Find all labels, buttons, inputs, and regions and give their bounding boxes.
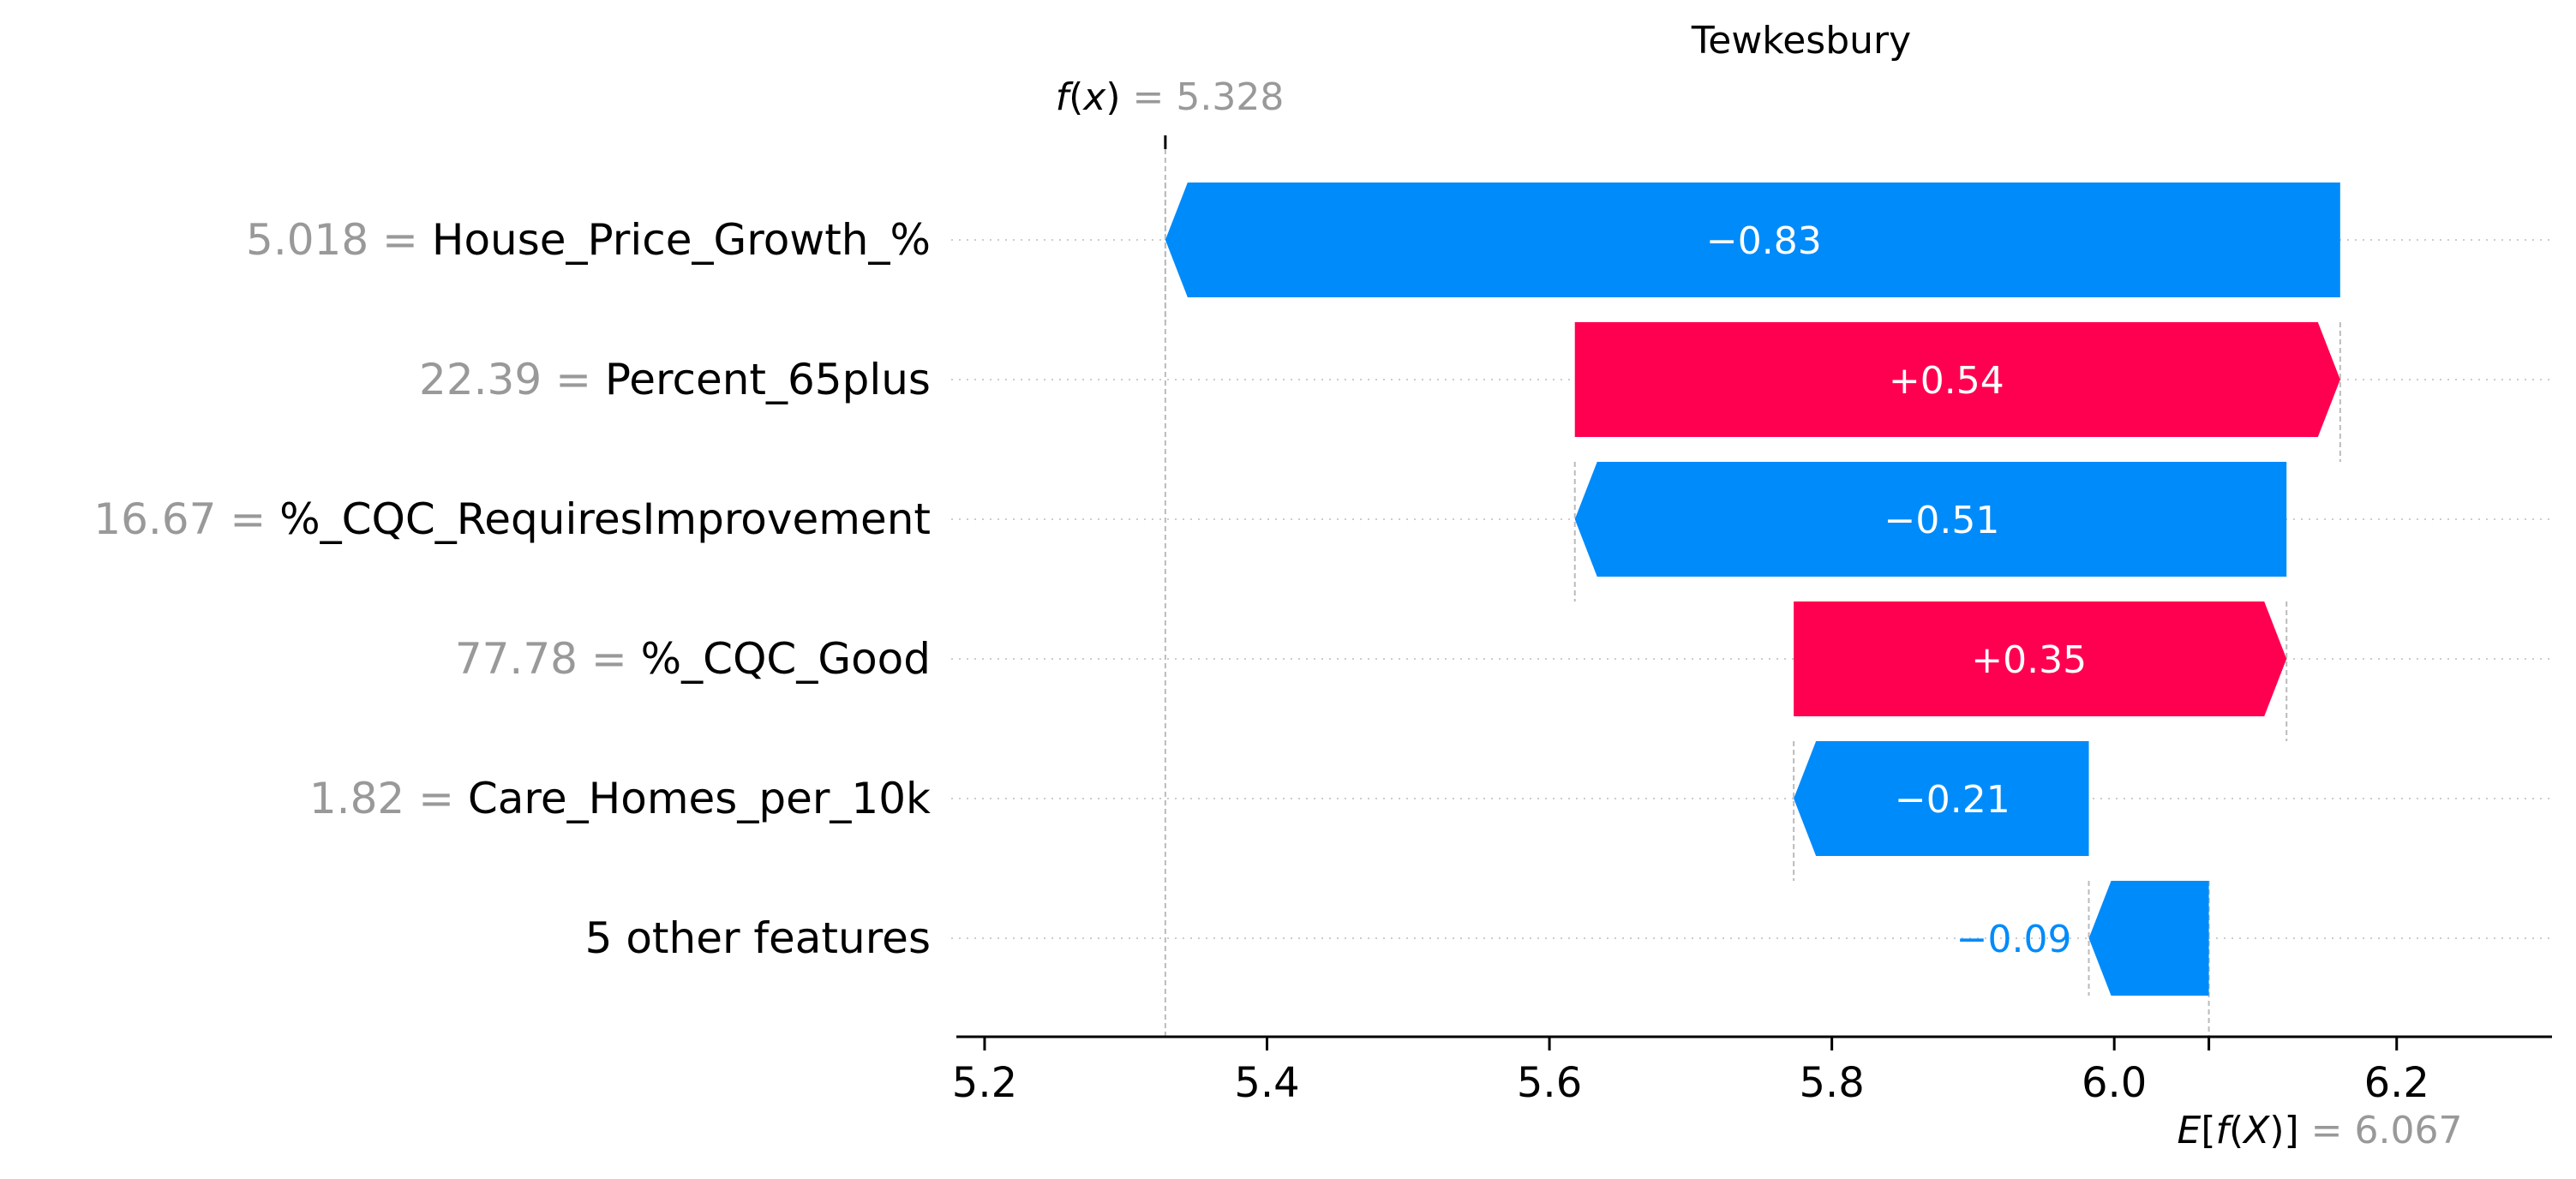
contribution-bars: −0.83 +0.54 −0.51 +0.35 −0.21 −0.09: [1165, 183, 2340, 996]
x-tick-label: 5.6: [1517, 1059, 1582, 1107]
contribution-label: −0.83: [1706, 219, 1822, 263]
efx-value: 6.067: [2355, 1109, 2463, 1152]
contribution-label: −0.09: [1956, 918, 2072, 961]
negative-contribution-bar: [1574, 462, 2287, 577]
contribution-label: −0.21: [1895, 778, 2010, 822]
contribution-label: +0.35: [1971, 638, 2087, 682]
x-axis: 5.2 5.4 5.6 5.8 6.0 6.2: [952, 1035, 2552, 1107]
x-tick-label: 6.2: [2364, 1059, 2429, 1107]
negative-contribution-bar: [2088, 881, 2209, 996]
efx-eq: =: [2311, 1109, 2343, 1152]
x-tick-label: 5.8: [1799, 1059, 1864, 1107]
feature-label: 1.82 = Care_Homes_per_10k: [309, 774, 931, 823]
fx-arg: x: [1081, 75, 1106, 119]
efx-annotation: E[f(X)] = 6.067: [2178, 1109, 2463, 1152]
positive-contribution-bar: [1794, 601, 2287, 716]
positive-contribution-bar: [1574, 322, 2340, 437]
chart-title: Tewkesbury: [1691, 19, 1911, 63]
contribution-label: −0.51: [1884, 499, 2000, 542]
x-tick-label: 5.4: [1234, 1059, 1299, 1107]
feature-label: 22.39 = Percent_65plus: [419, 355, 931, 404]
feature-label: 5.018 = House_Price_Growth_%: [246, 215, 931, 265]
efx-inner: X: [2242, 1109, 2270, 1152]
negative-contribution-bar: [1794, 741, 2089, 856]
contribution-label: +0.54: [1889, 359, 2004, 403]
x-tick-label: 5.2: [952, 1059, 1017, 1107]
negative-contribution-bar: [1165, 183, 2340, 297]
x-tick-label: 6.0: [2082, 1059, 2147, 1107]
feature-label: 16.67 = %_CQC_RequiresImprovement: [93, 494, 931, 544]
feature-label: 5 other features: [585, 913, 931, 963]
fx-annotation: f(x) = 5.328: [1056, 75, 1285, 119]
connector-guides: [1164, 135, 2341, 1037]
fx-value: 5.328: [1176, 75, 1284, 119]
efx-symbol: E: [2178, 1109, 2202, 1152]
feature-labels: 5.018 = House_Price_Growth_% 22.39 = Perc…: [93, 215, 931, 963]
feature-label: 77.78 = %_CQC_Good: [455, 634, 931, 684]
fx-eq: =: [1133, 75, 1165, 119]
